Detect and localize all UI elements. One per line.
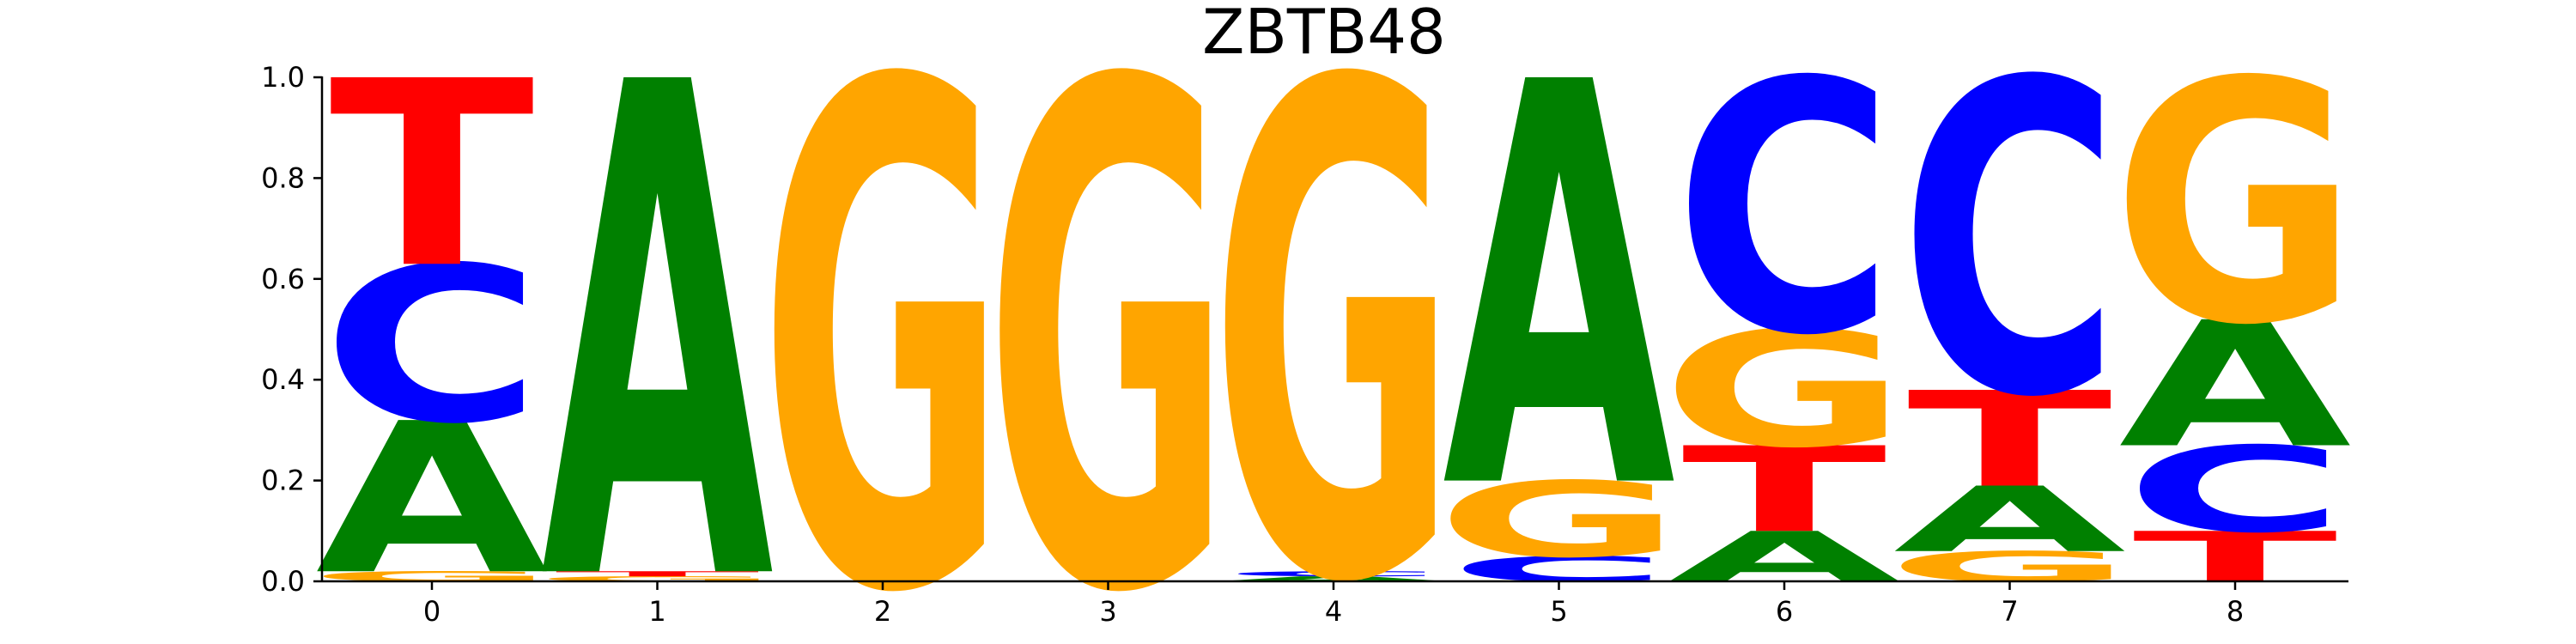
letter-c-pos4: C — [1224, 570, 1444, 578]
letter-t-pos6: T — [1682, 422, 1889, 559]
letter-a-pos7: A — [1893, 468, 2128, 573]
x-tick-label: 4 — [1325, 595, 1342, 628]
letter-c-pos6: C — [1674, 9, 1895, 411]
x-tick-label: 6 — [1776, 595, 1793, 628]
letter-c-pos7: C — [1899, 0, 2120, 491]
x-tick-label: 5 — [1550, 595, 1567, 628]
letter-g-pos3: G — [985, 0, 1231, 644]
letter-c-pos0: C — [322, 222, 543, 471]
y-tick-label: 0.4 — [261, 363, 305, 396]
y-tick-label: 0.6 — [261, 263, 305, 295]
letter-a-pos5: A — [1443, 0, 1677, 611]
letter-g-pos4: G — [1210, 0, 1456, 644]
letter-a-pos1: A — [541, 0, 775, 644]
axes: 0.0 0.2 0.4 0.6 0.8 1.0 0 1 2 3 4 5 6 7 8 — [261, 61, 2348, 628]
chart-title: ZBTB48 — [1202, 0, 1446, 68]
letter-g-pos2: G — [759, 0, 1005, 644]
x-tick-label: 8 — [2227, 595, 2244, 628]
logo-column-5: CGA — [1436, 0, 1682, 611]
logo-column-2: G — [759, 0, 1005, 644]
x-tick-label: 1 — [648, 595, 665, 628]
y-tick-label: 0.2 — [261, 465, 305, 497]
logo-column-1: GTA — [534, 0, 781, 644]
letter-t-pos7: T — [1907, 363, 2114, 516]
x-tick-label: 7 — [2001, 595, 2018, 628]
letter-t-pos0: T — [330, 26, 537, 324]
y-tick-label: 1.0 — [261, 61, 305, 94]
letter-c-pos8: C — [2125, 422, 2346, 559]
y-tick-label: 0.8 — [261, 161, 305, 194]
x-tick-label: 2 — [874, 595, 891, 628]
x-tick-label: 3 — [1099, 595, 1116, 628]
letter-g-pos1: G — [534, 575, 781, 583]
logo-column-3: G — [985, 0, 1231, 644]
letter-a-pos0: A — [316, 379, 550, 620]
letter-g-pos8: G — [2111, 11, 2358, 398]
x-tick-label: 0 — [423, 595, 440, 628]
logo-column-4: ACG — [1210, 0, 1456, 644]
letter-g-pos5: G — [1436, 460, 1682, 581]
letter-a-pos8: A — [2119, 285, 2354, 486]
y-tick-label: 0.0 — [261, 565, 305, 598]
letter-t-pos1: T — [555, 570, 760, 578]
letter-g-pos6: G — [1661, 298, 1907, 483]
letter-a-pos4: A — [1218, 575, 1450, 583]
